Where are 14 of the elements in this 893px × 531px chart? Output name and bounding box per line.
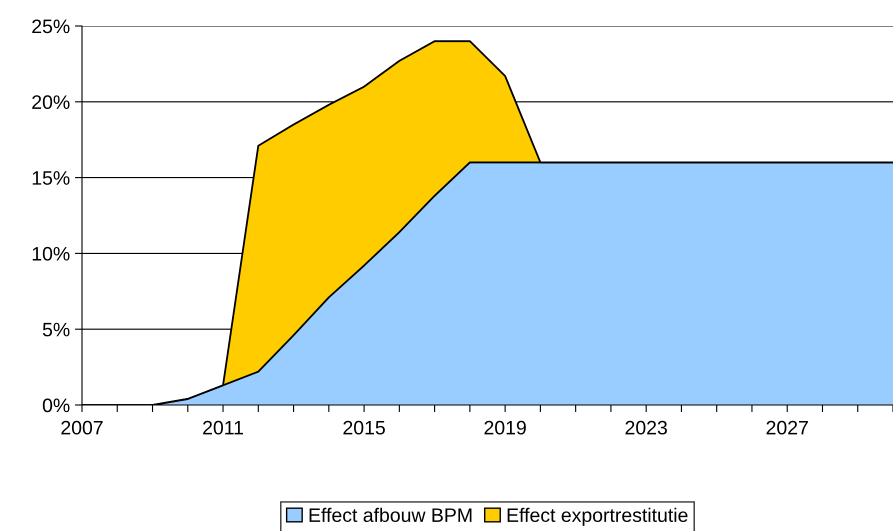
y-tick-label: 15% (32, 171, 70, 185)
x-tick-label: 2019 (484, 420, 526, 435)
y-tick-label: 25% (32, 19, 70, 34)
legend-label: Effect afbouw BPM (310, 508, 472, 522)
x-tick-label: 2007 (61, 420, 103, 435)
x-tick-label: 2023 (626, 420, 667, 435)
y-tick-label: 5% (42, 322, 70, 336)
y-tick-label: 10% (32, 246, 70, 261)
legend-label: Effect exportrestitutie (508, 508, 688, 526)
x-tick-label: 2011 (203, 420, 244, 435)
x-tick-label: 2015 (343, 420, 385, 435)
x-tick-label: 2027 (766, 420, 808, 435)
y-tick-label: 0% (42, 398, 70, 412)
y-tick-label: 20% (32, 95, 70, 110)
